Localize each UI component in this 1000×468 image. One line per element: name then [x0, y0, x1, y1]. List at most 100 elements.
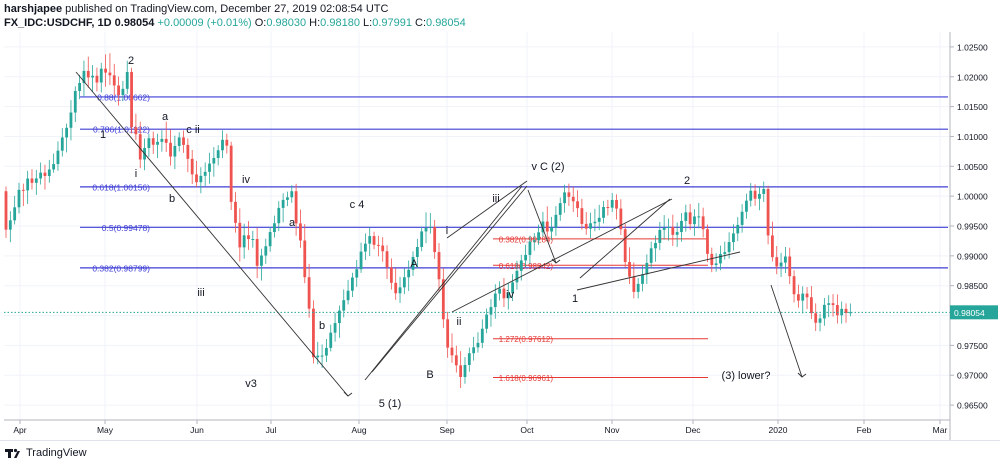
- candle-body: [649, 248, 653, 263]
- x-tick-label: May: [97, 425, 114, 435]
- publish-info: harshjapee published on TradingView.com,…: [4, 3, 388, 15]
- candle-body: [658, 229, 662, 243]
- candle-body: [589, 223, 592, 229]
- candle-body: [775, 257, 779, 267]
- candle-body: [78, 82, 82, 91]
- candle-body: [4, 191, 8, 230]
- candle-body: [740, 211, 744, 225]
- x-tick-label: Jun: [190, 425, 204, 435]
- candle-body: [485, 314, 489, 329]
- candle-body: [567, 192, 571, 197]
- candle-body: [229, 145, 233, 202]
- candle-body: [654, 242, 657, 249]
- candle-body: [835, 305, 839, 316]
- candle-body: [736, 224, 740, 234]
- candle-body: [576, 201, 579, 209]
- candle-body: [467, 353, 471, 365]
- fib-blue-label: 0.618(1.00156): [92, 182, 150, 192]
- wave-label: c 4: [350, 199, 365, 211]
- candle-body: [238, 222, 242, 248]
- x-tick-label: Feb: [857, 425, 872, 435]
- author-name[interactable]: harshjapee: [4, 3, 63, 15]
- high-value: 0.98180: [320, 17, 360, 29]
- candle-body: [636, 283, 640, 292]
- candle-body: [268, 232, 272, 247]
- candle-body: [628, 262, 631, 277]
- candle-body: [498, 288, 502, 294]
- arrow-head: [797, 372, 807, 378]
- candle-body: [697, 216, 701, 218]
- symbol-info: FX_IDC:USDCHF, 1D 0.98054 +0.00009 (+0.0…: [4, 17, 466, 29]
- wave-label: a: [162, 111, 169, 123]
- candle-body: [56, 150, 60, 165]
- wave-label: i: [135, 168, 137, 180]
- candle-body: [784, 256, 787, 263]
- candle-body: [788, 256, 792, 277]
- wave-label: 2: [128, 55, 134, 67]
- candle-body: [459, 365, 463, 378]
- fib-blue-label: 0.382(0.98799): [92, 263, 150, 273]
- candle-body: [320, 355, 324, 357]
- candle-body: [156, 141, 159, 145]
- candle-body: [446, 319, 450, 348]
- candle-body: [424, 227, 428, 232]
- candle-body: [372, 236, 376, 245]
- candle-body: [645, 262, 649, 275]
- candle-body: [39, 172, 43, 179]
- candle-body: [381, 245, 385, 252]
- candle-body: [130, 71, 133, 128]
- candle-body: [671, 227, 675, 235]
- candle-body: [182, 137, 185, 145]
- candle-body: [255, 239, 259, 266]
- candle-body: [493, 293, 497, 308]
- candle-body: [208, 163, 211, 172]
- y-tick-label: 1.01500: [957, 102, 988, 112]
- candle-body: [827, 303, 831, 305]
- candle-body: [91, 75, 94, 78]
- fib-red-label: 1.272(0.97612): [499, 335, 554, 344]
- candle-body: [519, 260, 523, 271]
- last-price: 0.98054: [114, 17, 155, 29]
- wave-label: A: [410, 258, 418, 270]
- candle-body: [216, 150, 220, 159]
- candle-body: [164, 138, 168, 143]
- fib-red-label: 0.382(0.99284): [499, 235, 554, 244]
- candle-body: [463, 364, 467, 378]
- price-change: +0.00009 (+0.01%): [157, 17, 252, 29]
- candle-body: [402, 277, 406, 288]
- candle-body: [286, 197, 289, 200]
- wave-label: b: [169, 193, 175, 205]
- candle-body: [160, 138, 164, 142]
- candle-body: [615, 199, 618, 209]
- candle-body: [848, 312, 852, 314]
- candle-body: [441, 279, 445, 320]
- candle-body: [758, 193, 761, 199]
- candle-body: [680, 220, 683, 233]
- candle-body: [411, 256, 415, 270]
- candle-body: [805, 293, 809, 298]
- candle-body: [571, 196, 575, 202]
- candle-body: [307, 277, 311, 309]
- candle-body: [190, 158, 194, 175]
- candle-body: [398, 287, 402, 294]
- close-value: 0.98054: [426, 17, 466, 29]
- price-axis[interactable]: 1.02500 1.02000 1.01500 1.01000 1.00500 1.000…: [949, 32, 998, 440]
- candle-body: [662, 227, 666, 230]
- x-tick-label: Apr: [13, 425, 26, 435]
- candle-body: [476, 342, 480, 348]
- candle-body: [329, 332, 333, 348]
- candle-body: [82, 70, 86, 83]
- low-value: 0.97991: [372, 17, 412, 29]
- candle-body: [610, 199, 614, 208]
- candle-body: [554, 214, 558, 228]
- trend-line: [75, 71, 349, 397]
- wave-label: 5 (1): [379, 398, 402, 410]
- wave-label: 1: [100, 129, 106, 141]
- candle-body: [112, 75, 116, 86]
- fib-blue-label: 0.5(0.99478): [102, 223, 150, 233]
- time-axis[interactable]: Apr May Jun Jul Aug Sep Oct Nov Dec 2020 Feb Mar: [4, 419, 950, 435]
- symbol-label: FX_IDC:USDCHF, 1D: [4, 17, 112, 29]
- candle-body: [623, 229, 627, 263]
- tradingview-logo[interactable]: TradingView: [4, 446, 87, 460]
